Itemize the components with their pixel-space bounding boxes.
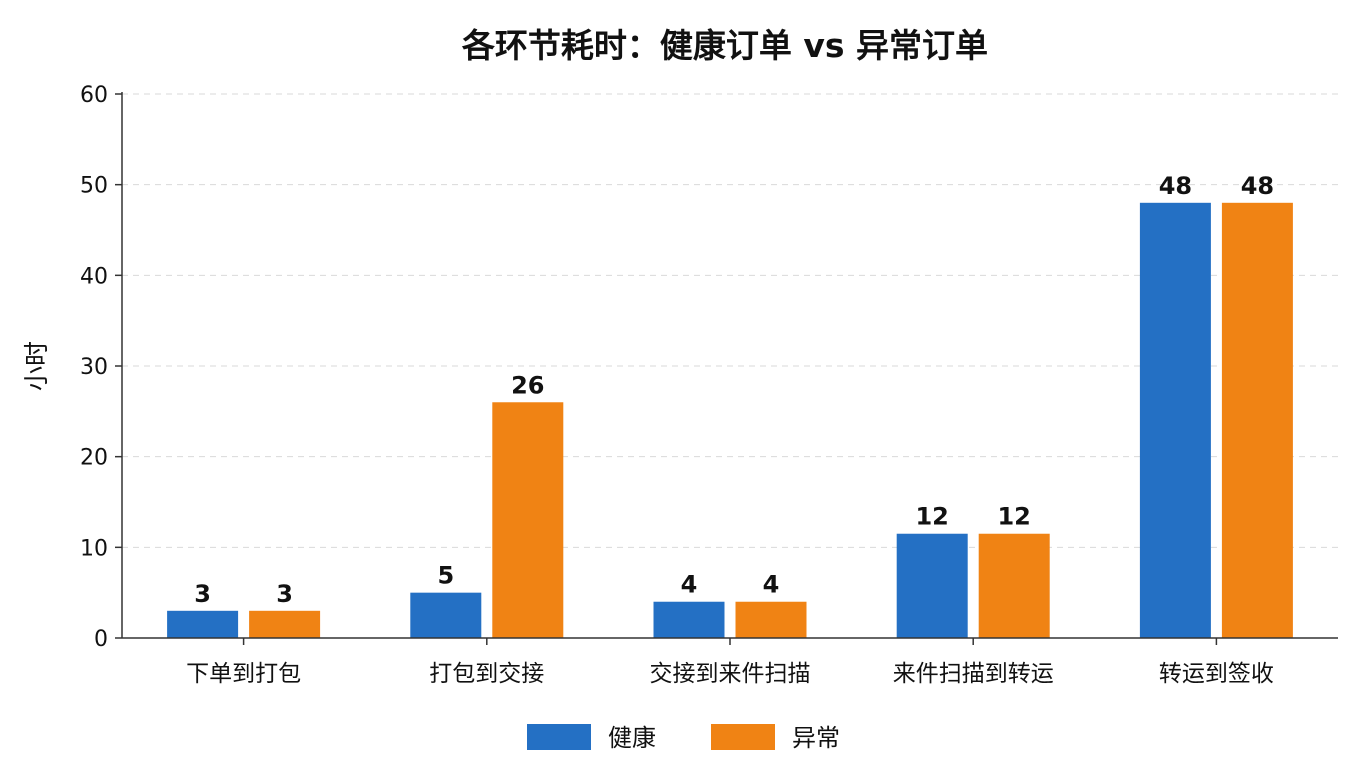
x-tick-label: 转运到签收: [1159, 661, 1274, 687]
bar-healthy: [653, 601, 725, 638]
bar-abnormal: [735, 601, 807, 638]
y-tick-label: 20: [80, 446, 108, 471]
bar-healthy: [896, 533, 968, 638]
y-tick-label: 40: [80, 264, 108, 289]
legend-swatch: [711, 724, 775, 750]
x-tick-label: 来件扫描到转运: [893, 661, 1054, 687]
data-label: 3: [194, 580, 211, 608]
legend-label: 异常: [792, 724, 840, 752]
y-tick-label: 50: [80, 174, 108, 199]
x-tick-label: 交接到来件扫描: [650, 661, 811, 687]
x-axis: 下单到打包 打包到交接 交接到来件扫描 来件扫描到转运 转运到签收: [122, 637, 1338, 687]
data-label: 26: [511, 371, 544, 399]
bar-healthy: [167, 610, 239, 638]
x-tick-label: 打包到交接: [429, 661, 544, 687]
y-tick-label: 60: [80, 83, 108, 108]
x-tick-label: 下单到打包: [186, 661, 301, 687]
data-label: 48: [1241, 172, 1274, 200]
bars: 3 3 5 26 4 4 12 12 48 48: [167, 172, 1293, 639]
bar-abnormal: [978, 533, 1050, 638]
legend-swatch: [527, 724, 591, 750]
data-label: 48: [1159, 172, 1192, 200]
bar-abnormal: [249, 610, 321, 638]
legend: 健康 异常: [527, 724, 840, 752]
y-axis: 0 10 20 30 40 50 60: [80, 83, 123, 652]
data-label: 12: [915, 503, 948, 531]
bar-healthy: [410, 592, 482, 638]
y-tick-label: 10: [80, 536, 108, 561]
y-tick-label: 30: [80, 355, 108, 380]
data-label: 4: [681, 571, 698, 599]
data-label: 5: [437, 562, 454, 590]
chart-title: 各环节耗时：健康订单 vs 异常订单: [461, 26, 988, 65]
bar-abnormal: [492, 402, 564, 638]
bar-healthy: [1139, 202, 1211, 639]
gridlines: [122, 93, 1338, 548]
data-label: 3: [276, 580, 293, 608]
y-axis-label: 小时: [22, 341, 51, 391]
y-tick-label: 0: [94, 627, 108, 652]
data-label: 4: [763, 571, 780, 599]
data-label: 12: [997, 503, 1030, 531]
legend-label: 健康: [608, 724, 656, 752]
bar-abnormal: [1221, 202, 1293, 639]
